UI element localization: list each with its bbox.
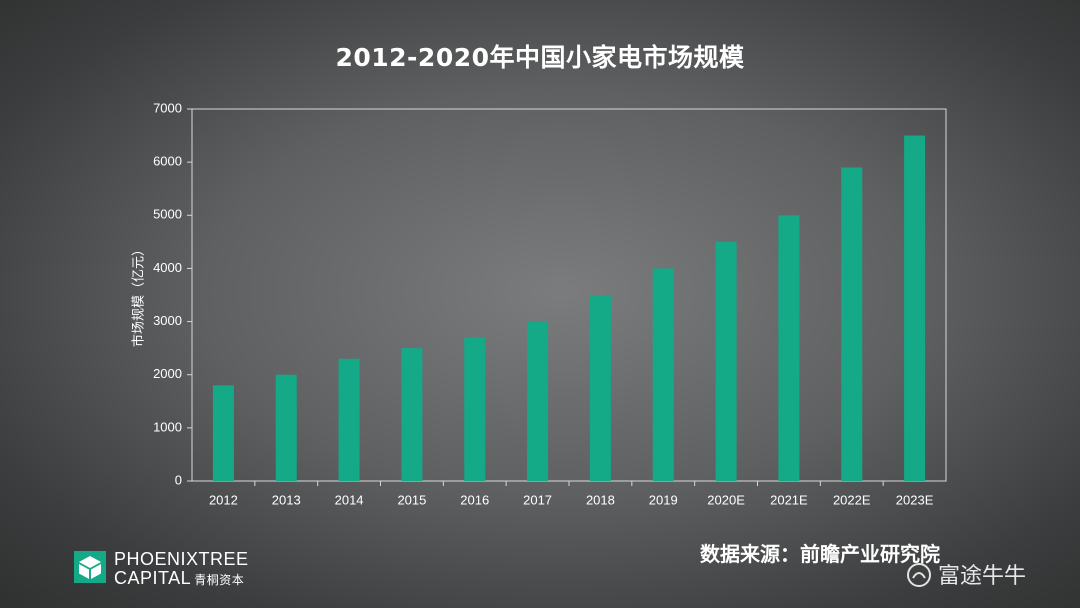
plot-frame <box>191 108 947 482</box>
x-tick-label: 2015 <box>397 492 426 507</box>
bar-2023E <box>904 135 926 482</box>
bar-2018 <box>589 295 611 481</box>
bar-2021E <box>778 215 800 482</box>
y-tick-label: 4000 <box>153 260 182 275</box>
bar-2020E <box>715 241 737 481</box>
futu-logo-icon <box>907 563 931 587</box>
bar-2012 <box>212 385 234 481</box>
bar-2022E <box>841 167 863 481</box>
bar-2016 <box>464 337 486 481</box>
x-tick-labels: 2012 2013 2014 2015 2016 2017 2018 2019 2020E 202… <box>209 481 934 507</box>
y-tick-label: 2000 <box>153 366 182 381</box>
y-axis-label: 市场规模（亿元） <box>131 243 147 347</box>
logo-text-capital: CAPITAL <box>114 568 192 588</box>
logo-text-line2: CAPITAL 青桐资本 <box>114 568 244 589</box>
bar-2019 <box>652 268 674 481</box>
y-tick-label: 1000 <box>153 419 182 434</box>
x-tick-label: 2018 <box>586 492 615 507</box>
x-tick-label: 2023E <box>896 492 934 507</box>
y-tick-label: 7000 <box>153 100 182 115</box>
y-tick-label: 0 <box>175 472 182 487</box>
bar-2015 <box>401 348 423 481</box>
x-tick-label: 2014 <box>335 492 364 507</box>
bar-2014 <box>338 358 360 481</box>
bar-2017 <box>527 321 549 481</box>
chart-bars <box>212 135 926 482</box>
x-tick-label: 2020E <box>707 492 745 507</box>
logo-text-chinese: 青桐资本 <box>194 573 245 587</box>
futu-watermark-text: 富途牛牛 <box>938 564 1027 589</box>
y-tick-label: 3000 <box>153 313 182 328</box>
chart-title: 2012-2020年中国小家电市场规模 <box>335 43 745 72</box>
bar-2013 <box>275 374 297 481</box>
x-tick-label: 2021E <box>770 492 808 507</box>
y-tick-label: 6000 <box>153 154 182 169</box>
chart-axes <box>191 108 947 482</box>
x-tick-label: 2013 <box>272 492 301 507</box>
y-tick-label: 5000 <box>153 207 182 222</box>
x-tick-label: 2016 <box>460 492 489 507</box>
data-source-note: 数据来源：前瞻产业研究院 <box>700 542 940 566</box>
x-tick-label: 2012 <box>209 492 238 507</box>
x-tick-label: 2017 <box>523 492 552 507</box>
y-tick-labels: 0 1000 2000 3000 4000 5000 6000 7000 <box>153 100 192 487</box>
x-tick-label: 2019 <box>649 492 678 507</box>
futu-watermark: 富途牛牛 <box>906 558 1026 590</box>
x-tick-label: 2022E <box>833 492 871 507</box>
logo-text-line1: PHOENIXTREE <box>114 549 249 569</box>
phoenixtree-logo-icon <box>74 551 106 583</box>
